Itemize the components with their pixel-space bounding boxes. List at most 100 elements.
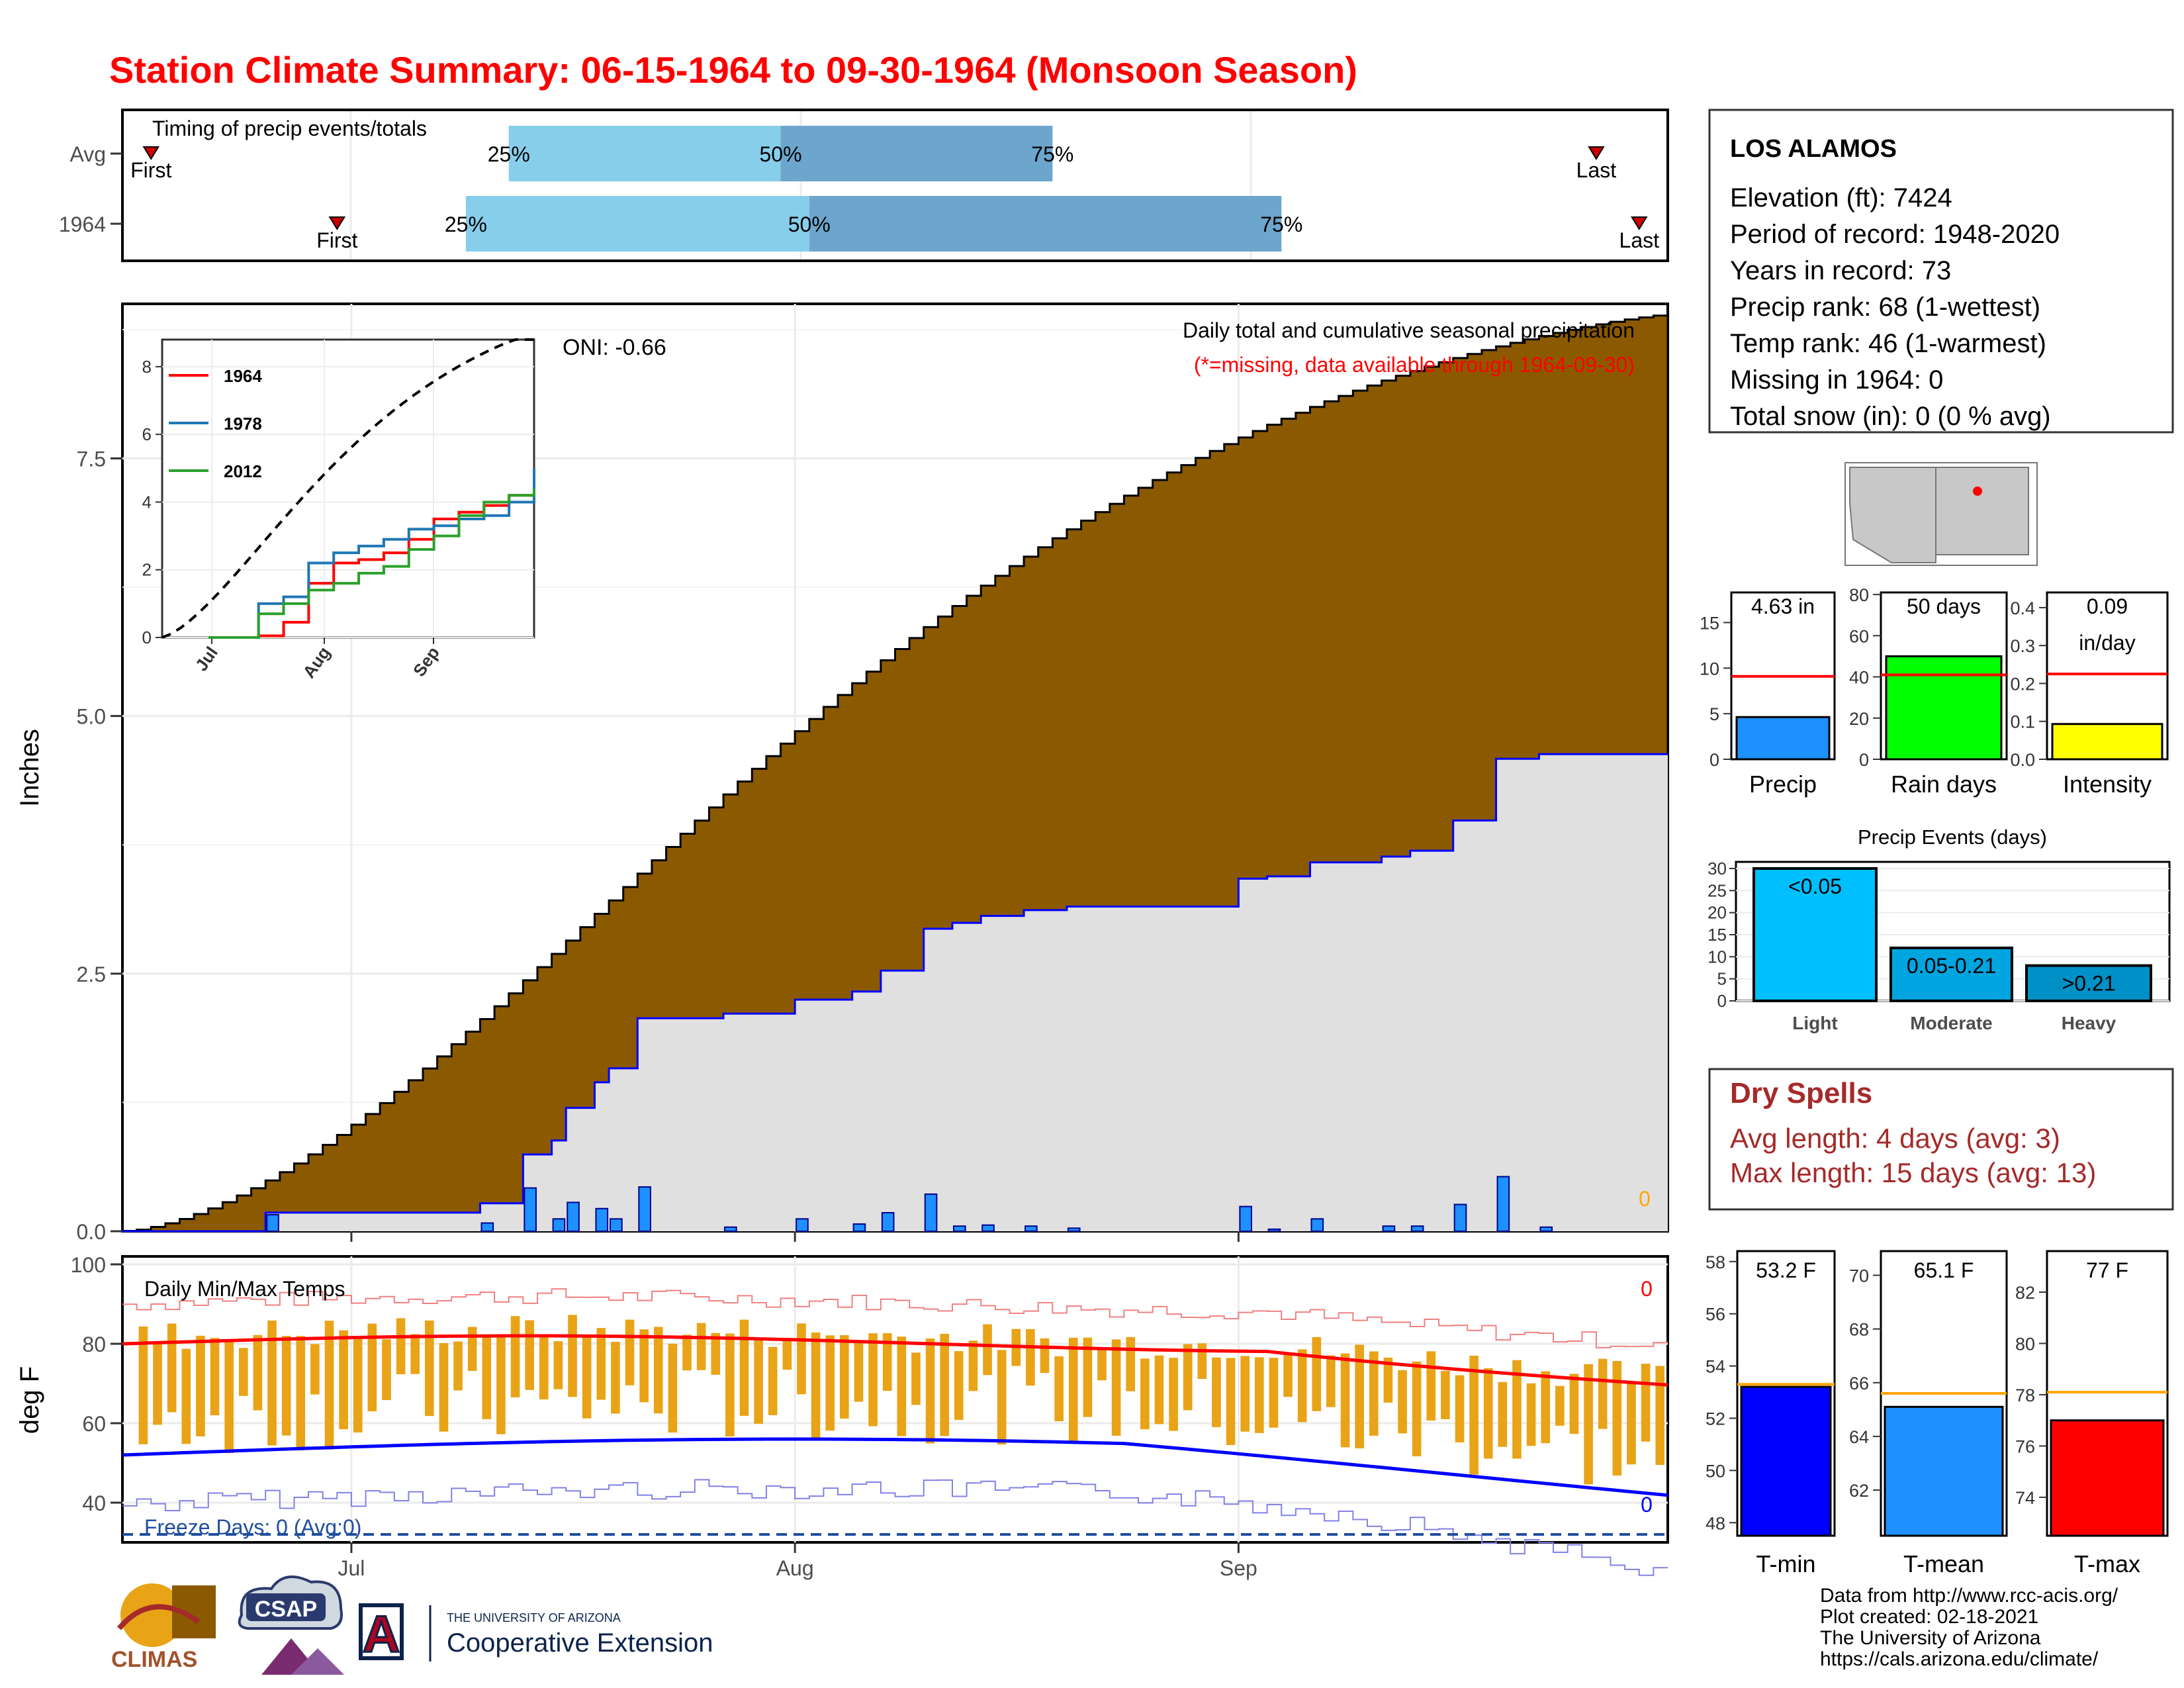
mini-ytick-label: 80: [1849, 585, 1869, 605]
daily-temp-range-bar: [954, 1351, 964, 1420]
inset-series-2012: [208, 489, 535, 639]
dry-spells-box: Dry Spells Avg length: 4 days (avg: 3) M…: [1708, 1068, 2174, 1211]
daily-temp-range-bar: [1111, 1339, 1121, 1436]
daily-temp-range-bar: [911, 1352, 921, 1405]
temp-panel: 40 60 80 100 Daily Min/Max Temps 0 0 Freeze…: [15, 1253, 1669, 1576]
daily-precip-bar: [1382, 1225, 1396, 1233]
daily-precip-bar: [1453, 1203, 1467, 1232]
oni-label: ONI: -0.66: [563, 335, 666, 360]
precip-ytick-label: 5.0: [77, 705, 106, 729]
footer-credits: Data from http://www.rcc-acis.org/ Plot …: [1820, 1585, 2118, 1670]
daily-temp-range-bar: [510, 1316, 520, 1397]
temp-bar-T-min: [1740, 1385, 1832, 1537]
daily-temp-range-bar: [968, 1340, 978, 1391]
daily-temp-range-bar: [553, 1341, 563, 1389]
dry-avg-length: Avg length: 4 days (avg: 3): [1730, 1123, 2060, 1154]
daily-temp-range-bar: [925, 1338, 935, 1444]
daily-temp-range-bar: [1026, 1329, 1035, 1386]
daily-temp-range-bar: [153, 1341, 162, 1425]
timing-first-label: First: [130, 158, 171, 182]
daily-precip-bar: [881, 1211, 895, 1232]
daily-temp-range-bar: [167, 1323, 177, 1413]
timing-row-label: Avg: [69, 142, 106, 166]
events-ytick-label: 25: [1707, 880, 1727, 900]
daily-temp-range-bar: [425, 1320, 434, 1417]
mini-bar-Rain days: [1885, 655, 2003, 761]
daily-temp-range-bar: [224, 1339, 234, 1454]
temp-mini-ytick-label: 64: [1849, 1427, 1869, 1447]
daily-temp-range-bar: [1312, 1336, 1322, 1411]
daily-precip-bar: [567, 1201, 580, 1232]
station-location-dot: [1973, 487, 1982, 496]
temp-ytick-label: 80: [82, 1333, 106, 1356]
daily-temp-range-bar: [1212, 1357, 1221, 1427]
events-title: Precip Events (days): [1858, 825, 2047, 849]
temp-bar-T-mean: [1884, 1405, 2004, 1537]
temp-mini-ytick-label: 66: [1849, 1374, 1869, 1393]
daily-precip-bar: [1267, 1228, 1281, 1233]
timing-bar-upper: [780, 126, 1053, 181]
csap-logo: CSAP: [238, 1575, 344, 1675]
daily-temp-range-bar: [725, 1333, 735, 1437]
daily-precip-bar: [924, 1193, 938, 1232]
daily-temp-range-bar: [1455, 1375, 1465, 1442]
daily-temp-range-bar: [1512, 1360, 1522, 1459]
mini-ytick-label: 0.4: [2010, 598, 2035, 618]
ua-logo: A THE UNIVERSITY OF ARIZONA Cooperative …: [359, 1603, 713, 1664]
temp-bar-T-max: [2050, 1419, 2165, 1537]
station-line: Years in record: 73: [1730, 256, 1951, 285]
temp-ytick-label: 40: [82, 1491, 106, 1515]
timing-q75-label: 75%: [1260, 212, 1302, 236]
station-line: Elevation (ft): 7424: [1730, 183, 1952, 212]
daily-temp-range-bar: [253, 1335, 263, 1411]
temp-value-label: 77 F: [2086, 1258, 2128, 1282]
daily-precip-bar: [266, 1214, 279, 1233]
daily-temp-range-bar: [568, 1315, 577, 1397]
daily-temp-range-bar: [1584, 1364, 1593, 1485]
xtick-label: Sep: [1220, 1556, 1257, 1580]
daily-temp-range-bar: [1541, 1371, 1551, 1444]
daily-temp-range-bar: [997, 1350, 1007, 1445]
daily-precip-bar: [610, 1218, 623, 1232]
ua-big-text: Cooperative Extension: [447, 1628, 713, 1658]
events-ytick-label: 30: [1707, 859, 1727, 878]
temp-mini-ytick-label: 50: [1706, 1461, 1725, 1481]
timing-last-label: Last: [1576, 158, 1617, 182]
inset-legend-label: 2012: [224, 461, 262, 481]
station-line: Period of record: 1948-2020: [1730, 220, 2060, 249]
daily-temp-range-bar: [410, 1334, 420, 1374]
daily-temp-range-bar: [782, 1338, 792, 1370]
daily-temp-range-bar: [1612, 1360, 1622, 1476]
temp-mini-ytick-label: 80: [2015, 1334, 2035, 1354]
daily-temp-range-bar: [1197, 1343, 1207, 1380]
daily-temp-range-bar: [482, 1336, 492, 1419]
daily-temp-range-bar: [467, 1327, 477, 1372]
daily-temp-range-bar: [339, 1330, 348, 1430]
daily-precip-bar: [638, 1186, 651, 1233]
mini-value-unit: in/day: [2079, 631, 2135, 655]
record-max-line: [122, 1288, 1668, 1348]
daily-precip-bar: [1410, 1225, 1424, 1233]
daily-temp-range-bar: [1068, 1337, 1078, 1442]
mini-ytick-label: 15: [1700, 613, 1719, 633]
daily-precip-bar: [523, 1187, 537, 1232]
daily-temp-range-bar: [1483, 1368, 1493, 1459]
daily-temp-range-bar: [1498, 1382, 1508, 1447]
daily-temp-range-bar: [181, 1348, 191, 1444]
temp-ytick-label: 60: [82, 1412, 106, 1436]
station-line: Precip rank: 68 (1-wettest): [1730, 293, 2040, 322]
daily-temp-range-bar: [353, 1336, 363, 1432]
inset-ytick-label: 6: [142, 424, 152, 444]
daily-temp-range-bar: [1240, 1356, 1250, 1432]
daily-temp-range-bar: [682, 1335, 692, 1371]
events-category-label: Moderate: [1910, 1013, 1992, 1033]
freeze-days: Freeze Days: 0 (Avg:0): [144, 1515, 361, 1539]
events-bar-Moderate: [1889, 947, 2013, 1002]
daily-temp-range-bar: [1441, 1370, 1450, 1419]
mini-ytick-label: 40: [1849, 668, 1869, 688]
daily-temp-range-bar: [1598, 1358, 1608, 1429]
mini-value-label: 50 days: [1907, 594, 1981, 618]
events-bar-label: >0.21: [2062, 972, 2116, 996]
